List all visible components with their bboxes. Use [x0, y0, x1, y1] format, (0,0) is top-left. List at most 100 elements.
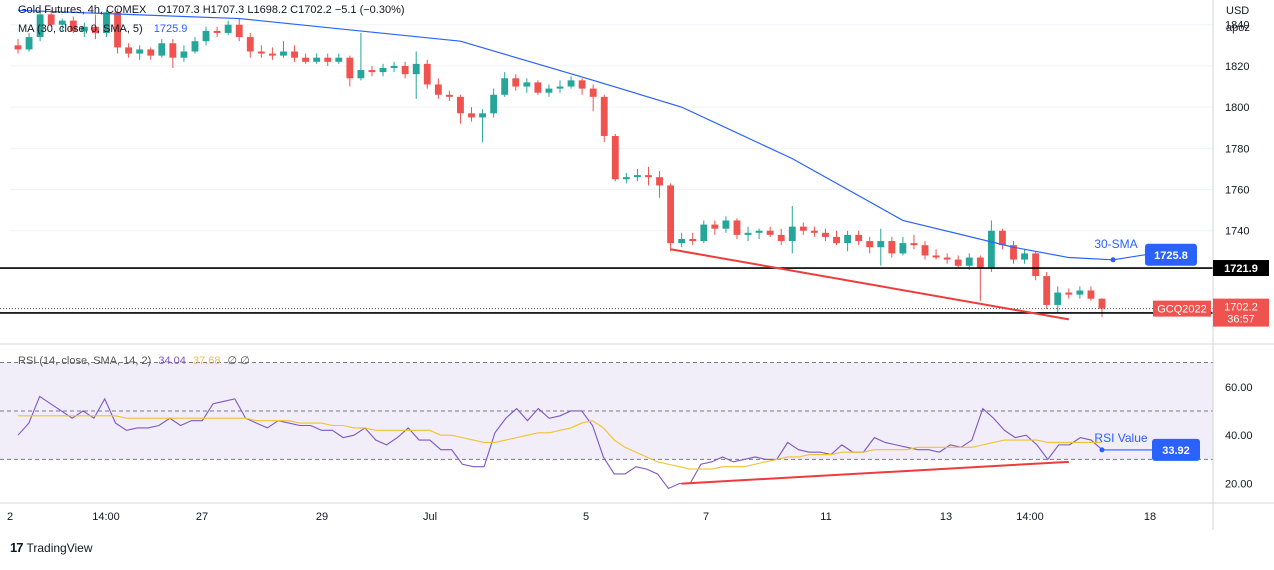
tradingview-logo[interactable]: 17 TradingView	[10, 540, 93, 555]
candle-body	[445, 94, 453, 97]
ma-value: 1725.9	[153, 23, 188, 35]
candle-body	[1076, 290, 1084, 295]
time-tick-label: 2	[7, 511, 13, 523]
candle-body	[412, 63, 420, 75]
rsi-end-dot	[1099, 447, 1105, 453]
symbol-tag	[1153, 300, 1211, 317]
candle-body	[523, 82, 531, 87]
ma-annotation: 30-SMA	[1094, 237, 1137, 251]
rsi-tick-label: 20.00	[1225, 479, 1253, 491]
candle-body	[788, 226, 796, 242]
candle-body	[855, 234, 863, 242]
time-tick-label: 14:00	[1016, 511, 1044, 523]
time-tick-label: 7	[703, 511, 709, 523]
price-tick-label: 1760	[1225, 185, 1249, 197]
ohlc-values: O1707.3 H1707.3 L1698.2 C1702.2 −5.1 (−0…	[157, 4, 405, 16]
candle-body	[744, 232, 752, 235]
price-trendline	[670, 248, 1069, 321]
time-tick-label: 18	[1144, 511, 1156, 523]
candle-body	[1010, 245, 1017, 260]
candle-body	[490, 94, 498, 114]
candle-body	[1087, 290, 1095, 299]
time-tick-label: 29	[316, 511, 328, 523]
candle-body	[368, 70, 376, 73]
rsi-sma-line	[18, 415, 1102, 470]
candle-body	[390, 65, 398, 68]
candle-body	[257, 51, 265, 54]
candle-body	[656, 177, 663, 186]
candle-body	[899, 243, 907, 254]
candle-body	[202, 30, 210, 42]
candle-body	[622, 177, 630, 180]
candle-body	[667, 185, 675, 244]
price-tick-label: 1800	[1225, 102, 1249, 114]
rsi-legend[interactable]: RSI (14, close, SMA, 14, 2) 34.04 37.68 …	[18, 354, 254, 367]
candle-body	[468, 113, 475, 118]
currency-sub-label: apoz	[1226, 22, 1250, 34]
symbol-title: Gold Futures, 4h, COMEX	[18, 4, 147, 16]
candle-body	[457, 96, 464, 114]
candle-body	[501, 78, 509, 95]
candle-body	[357, 70, 365, 79]
candle-body	[224, 24, 232, 33]
candle-body	[324, 57, 332, 62]
time-tick-label: 5	[583, 511, 589, 523]
candle-body	[733, 220, 741, 235]
candle-body	[335, 57, 343, 62]
candle-body	[136, 49, 144, 54]
current-price-tag	[1213, 298, 1269, 327]
candle-body	[921, 245, 929, 256]
rsi-sma-value: 37.68	[192, 355, 221, 367]
ma-extension	[1112, 254, 1146, 261]
candle-body	[645, 175, 652, 178]
candle-body	[600, 96, 608, 136]
candle-body	[158, 43, 166, 56]
candle-body	[910, 243, 918, 246]
candle-body	[833, 236, 840, 244]
candle-body	[1021, 253, 1029, 260]
candle-body	[1032, 253, 1040, 277]
candle-body	[556, 86, 564, 89]
candle-body	[578, 80, 586, 89]
candle-body	[169, 43, 177, 58]
rsi-trendline	[681, 460, 1069, 485]
candle-body	[147, 49, 155, 56]
candle-body	[379, 67, 387, 73]
candle-body	[844, 234, 852, 244]
rsi-tick-label: 40.00	[1225, 430, 1253, 442]
rsi-tick-label: 60.00	[1225, 382, 1253, 394]
candle-body	[976, 257, 984, 268]
level-price-label: 1721.9	[1224, 263, 1258, 275]
candle-body	[999, 230, 1006, 246]
candle-body	[611, 135, 619, 180]
candle-body	[987, 230, 995, 268]
candle-body	[479, 113, 487, 118]
rsi-label: RSI (14, close, SMA, 14, 2)	[18, 355, 152, 367]
candle-body	[346, 57, 354, 79]
candle-body	[589, 88, 597, 97]
symbol-tag-label: GCQ2022	[1157, 304, 1207, 316]
candle-body	[943, 257, 951, 260]
candle-body	[246, 37, 254, 52]
time-tick-label: 14:00	[92, 511, 120, 523]
candle-body	[401, 65, 409, 75]
candle-body	[512, 78, 520, 87]
candle-body	[722, 220, 730, 229]
candle-body	[291, 51, 298, 58]
candle-body	[932, 255, 940, 258]
ma-value-label: 1725.8	[1154, 250, 1188, 262]
current-price-timer: 36:57	[1227, 314, 1255, 326]
candle-body	[1098, 298, 1106, 309]
candle-body	[877, 241, 885, 248]
ma-value-tag	[1145, 243, 1197, 266]
candle-body	[545, 88, 553, 93]
candle-body	[633, 175, 641, 178]
candle-body	[567, 80, 575, 87]
candle-body	[954, 259, 962, 266]
rsi-line	[17, 395, 1103, 490]
candle-body	[689, 238, 697, 242]
ma-legend[interactable]: MA (30, close, 0, SMA, 5) 1725.9	[18, 23, 191, 35]
candle-body	[125, 47, 133, 54]
